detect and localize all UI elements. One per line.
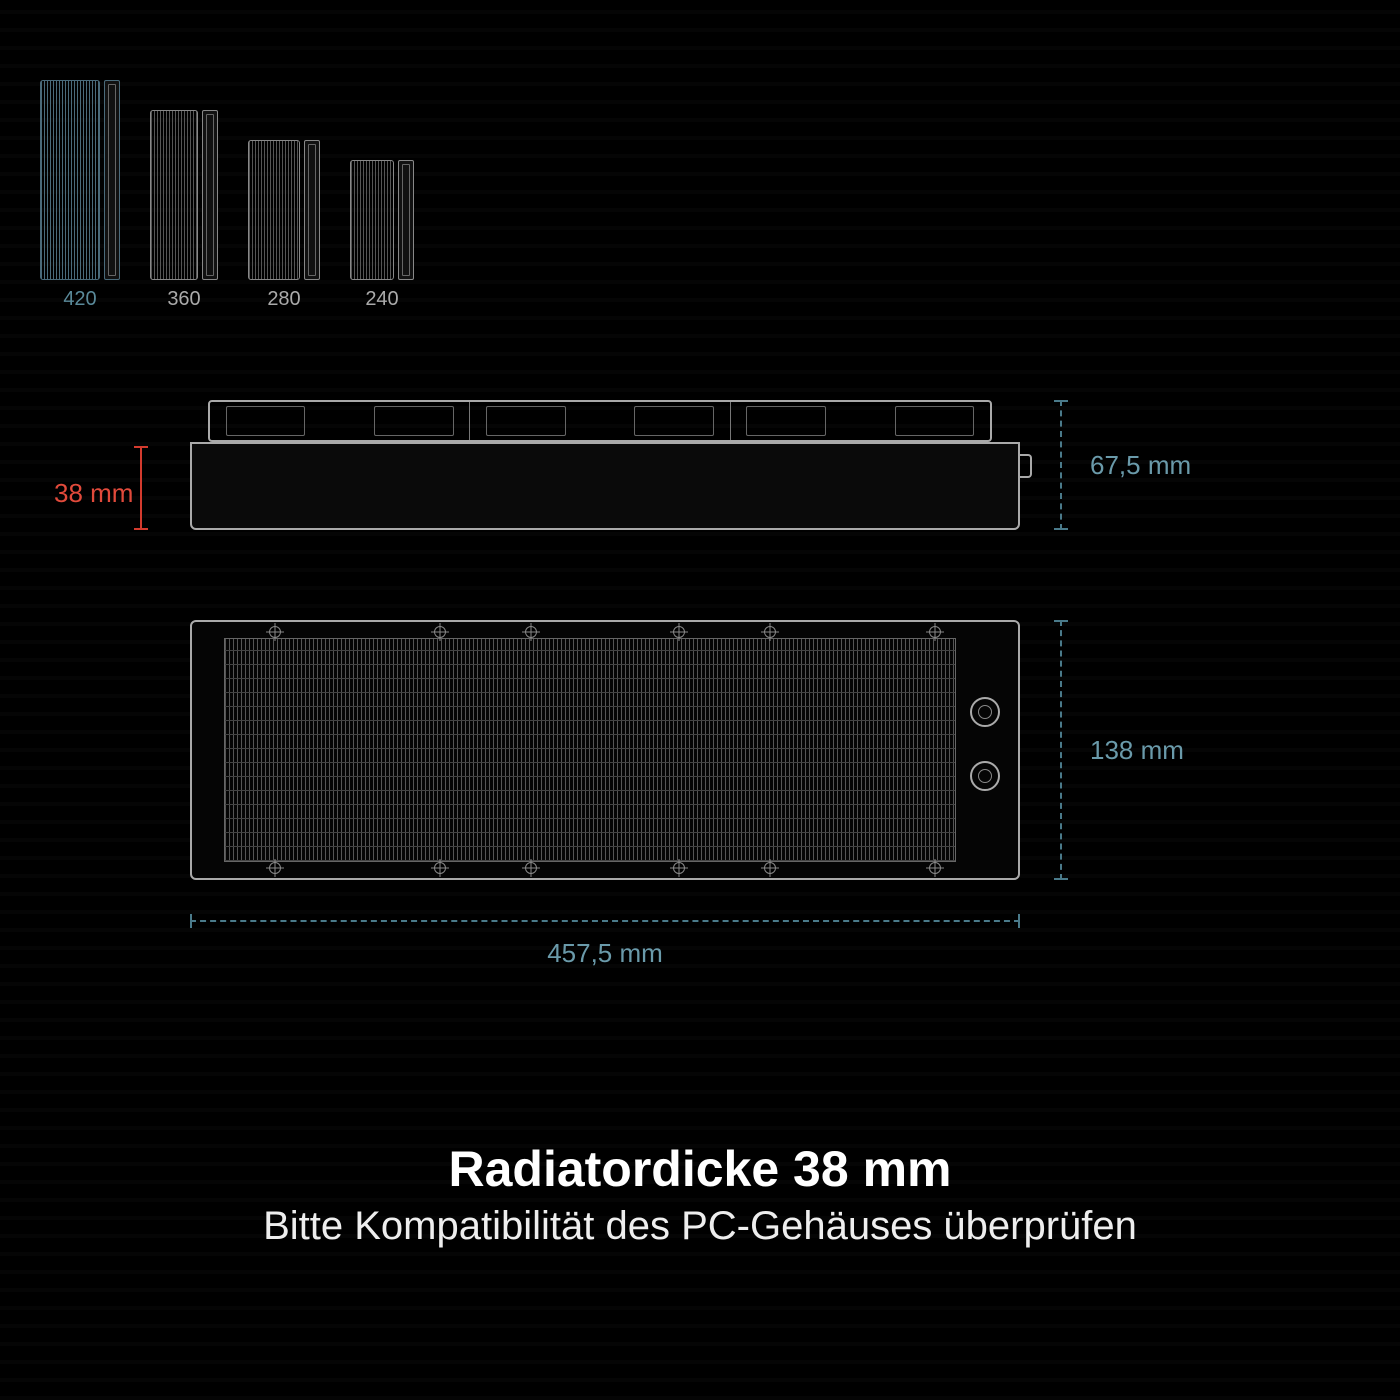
lineup-label: 420 <box>40 288 120 311</box>
side-view-port <box>1018 454 1032 478</box>
mount-hole-icon <box>929 626 941 638</box>
mount-hole-icon <box>929 862 941 874</box>
mini-radiator-side <box>202 110 218 280</box>
mount-hole-icon <box>673 862 685 874</box>
dimension-face-height: 138 mm <box>1060 620 1190 880</box>
radiator-face-view <box>190 620 1020 880</box>
dimension-face-height-label: 138 mm <box>1090 735 1184 766</box>
mount-hole-icon <box>269 626 281 638</box>
mini-radiator-side <box>304 140 320 280</box>
headline-title: Radiatordicke 38 mm <box>0 1140 1400 1198</box>
mount-hole-icon <box>764 626 776 638</box>
mount-hole-icon <box>434 626 446 638</box>
side-view-fan-slot <box>470 402 730 440</box>
mount-hole-icon <box>764 862 776 874</box>
coolant-port-icon <box>970 761 1000 791</box>
lineup-item-240: 240 <box>350 160 414 311</box>
lineup-item-280: 280 <box>248 140 320 311</box>
side-view-fan-bar <box>208 400 992 442</box>
lineup-item-420: 420 <box>40 80 120 311</box>
dimension-thickness: 38 mm <box>90 446 160 530</box>
dimension-height-total-label: 67,5 mm <box>1090 450 1191 481</box>
lineup-label: 360 <box>150 288 218 311</box>
dimension-width-total: 457,5 mm <box>190 920 1020 970</box>
dimension-thickness-label: 38 mm <box>54 478 133 509</box>
lineup-item-360: 360 <box>150 110 218 311</box>
mount-hole-icon <box>673 626 685 638</box>
mount-hole-icon <box>525 862 537 874</box>
side-view-fan-slot <box>210 402 470 440</box>
mini-radiator-face <box>150 110 198 280</box>
radiator-fins <box>224 638 956 862</box>
lineup-label: 240 <box>350 288 414 311</box>
mount-hole-icon <box>269 862 281 874</box>
radiator-side-view <box>190 400 1020 530</box>
dimension-width-total-label: 457,5 mm <box>190 938 1020 969</box>
mini-radiator-side <box>398 160 414 280</box>
coolant-port-icon <box>970 697 1000 727</box>
dimension-height-total: 67,5 mm <box>1060 400 1190 530</box>
side-view-body <box>190 442 1020 530</box>
mini-radiator-side <box>104 80 120 280</box>
mount-hole-icon <box>525 626 537 638</box>
headline-block: Radiatordicke 38 mm Bitte Kompatibilität… <box>0 1140 1400 1249</box>
lineup-label: 280 <box>248 288 320 311</box>
mini-radiator-face <box>248 140 300 280</box>
side-view-fan-slot <box>731 402 990 440</box>
mount-hole-icon <box>434 862 446 874</box>
mini-radiator-face <box>40 80 100 280</box>
headline-subtitle: Bitte Kompatibilität des PC-Gehäuses übe… <box>0 1204 1400 1249</box>
mini-radiator-face <box>350 160 394 280</box>
size-lineup: 420 360 280 240 <box>40 80 414 311</box>
